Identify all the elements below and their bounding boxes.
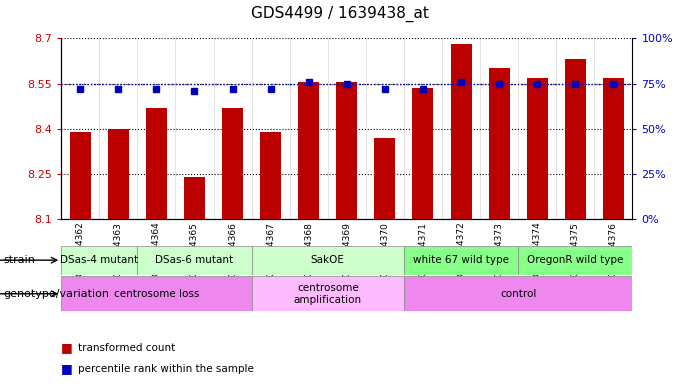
Bar <box>252 246 404 275</box>
Bar <box>137 246 252 275</box>
Bar <box>489 68 509 219</box>
Text: percentile rank within the sample: percentile rank within the sample <box>78 364 254 374</box>
Text: genotype/variation: genotype/variation <box>3 289 109 299</box>
Text: centrosome loss: centrosome loss <box>114 289 199 299</box>
Bar <box>527 78 547 219</box>
Text: ■: ■ <box>61 341 73 354</box>
Text: centrosome
amplification: centrosome amplification <box>294 283 362 305</box>
Bar <box>252 276 404 311</box>
Bar <box>375 138 395 219</box>
Bar <box>518 246 632 275</box>
Text: GDS4499 / 1639438_at: GDS4499 / 1639438_at <box>251 6 429 22</box>
Text: OregonR wild type: OregonR wild type <box>527 255 624 265</box>
Text: control: control <box>500 289 537 299</box>
Bar <box>260 132 281 219</box>
Bar <box>108 129 129 219</box>
Text: transformed count: transformed count <box>78 343 175 353</box>
Text: DSas-6 mutant: DSas-6 mutant <box>156 255 233 265</box>
Bar <box>451 45 471 219</box>
Bar <box>603 78 624 219</box>
Text: white 67 wild type: white 67 wild type <box>413 255 509 265</box>
Bar <box>61 246 137 275</box>
Bar <box>70 132 90 219</box>
Bar <box>222 108 243 219</box>
Text: DSas-4 mutant: DSas-4 mutant <box>61 255 138 265</box>
Bar <box>404 246 518 275</box>
Bar <box>337 82 357 219</box>
Bar <box>404 276 632 311</box>
Text: ■: ■ <box>61 362 73 375</box>
Bar <box>413 88 433 219</box>
Text: SakOE: SakOE <box>311 255 345 265</box>
Bar <box>184 177 205 219</box>
Text: strain: strain <box>3 255 35 265</box>
Bar <box>146 108 167 219</box>
Bar <box>565 60 585 219</box>
Bar <box>61 276 252 311</box>
Bar <box>299 82 319 219</box>
